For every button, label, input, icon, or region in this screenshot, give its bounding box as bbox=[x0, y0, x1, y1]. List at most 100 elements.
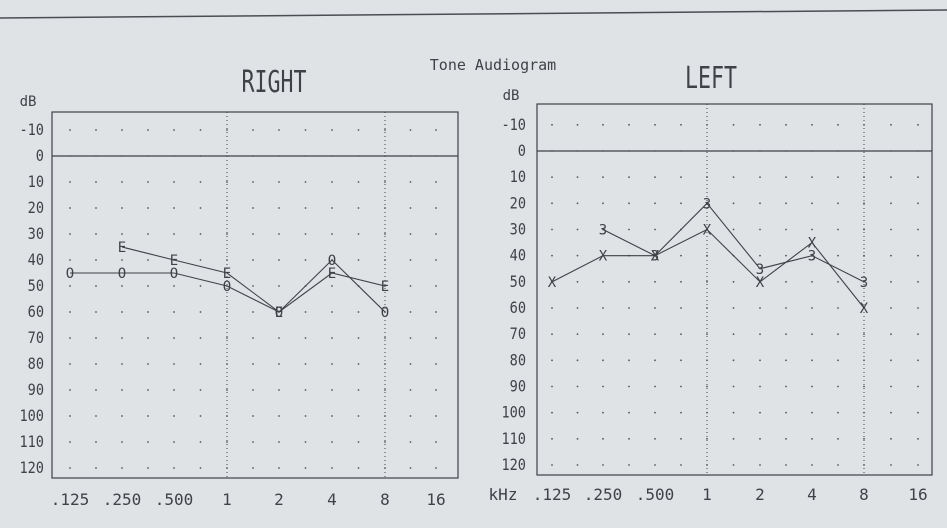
left-grid-dot bbox=[917, 359, 919, 362]
right-data-point-O: O bbox=[170, 266, 178, 282]
right-grid-dot bbox=[95, 233, 97, 235]
left-grid-dot bbox=[759, 254, 761, 257]
left-grid-dot bbox=[654, 228, 656, 231]
right-grid-dot bbox=[409, 441, 412, 443]
right-grid-dot bbox=[147, 233, 149, 235]
right-grid-dot bbox=[304, 233, 307, 235]
right-grid-dot bbox=[95, 181, 97, 183]
left-data-point-X: X bbox=[703, 223, 712, 239]
left-grid-dot bbox=[811, 280, 813, 283]
right-grid-dot bbox=[173, 467, 175, 469]
left-grid-dot bbox=[551, 411, 553, 414]
left-grid-dot bbox=[706, 437, 708, 440]
right-grid-dot bbox=[409, 285, 412, 287]
right-grid-dot bbox=[121, 155, 123, 157]
right-data-point-E: E bbox=[170, 253, 178, 269]
right-grid-dot bbox=[278, 285, 280, 287]
left-grid-dot bbox=[759, 123, 761, 126]
right-grid-dot bbox=[173, 311, 175, 313]
left-grid-dot bbox=[551, 176, 553, 179]
right-grid-dot bbox=[304, 415, 307, 417]
left-data-point-3: 3 bbox=[599, 223, 607, 239]
left-grid-dot bbox=[890, 123, 892, 126]
right-grid-dot bbox=[357, 311, 360, 313]
right-grid-dot bbox=[357, 337, 360, 339]
left-grid-dot bbox=[706, 464, 708, 466]
left-grid-dot bbox=[863, 411, 865, 414]
right-grid-dot bbox=[69, 259, 71, 261]
left-grid-dot bbox=[732, 280, 735, 283]
left-grid-dot bbox=[732, 437, 735, 440]
right-grid-dot bbox=[435, 259, 437, 261]
left-series-line-X bbox=[551, 228, 865, 309]
left-data-point-3: 3 bbox=[756, 262, 764, 278]
right-y-tick-label: -10 bbox=[19, 121, 44, 139]
left-grid-dot bbox=[863, 333, 865, 336]
left-grid-dot bbox=[706, 411, 708, 414]
left-grid-dot bbox=[811, 202, 813, 205]
left-grid-dot bbox=[785, 150, 787, 152]
left-grid-dot bbox=[837, 307, 839, 309]
left-grid-dot bbox=[759, 333, 761, 336]
left-grid-dot bbox=[785, 228, 787, 231]
right-x-tick-label: .125 bbox=[51, 490, 90, 509]
right-grid-dot bbox=[384, 389, 386, 391]
right-grid-dot bbox=[304, 311, 307, 313]
right-grid-dot bbox=[384, 259, 386, 261]
left-grid-dot bbox=[811, 228, 813, 231]
right-grid-dot bbox=[331, 155, 333, 157]
left-grid-dot bbox=[602, 437, 604, 440]
left-grid-dot bbox=[628, 437, 630, 440]
left-grid-dot bbox=[551, 228, 553, 231]
right-grid-dot bbox=[435, 363, 437, 365]
right-grid-dot bbox=[278, 259, 280, 261]
left-grid-dot bbox=[811, 150, 813, 152]
left-x-tick-label: 16 bbox=[908, 485, 927, 504]
left-grid-dot bbox=[863, 150, 865, 152]
right-grid-dot bbox=[226, 337, 228, 339]
right-grid-dot bbox=[435, 389, 437, 391]
left-grid-dot bbox=[863, 254, 865, 257]
left-grid-dot bbox=[706, 307, 708, 309]
left-grid-dot bbox=[890, 359, 892, 362]
right-grid-dot bbox=[435, 415, 437, 417]
right-grid-dot bbox=[331, 285, 333, 287]
right-grid-dot bbox=[69, 467, 71, 469]
right-grid-dot bbox=[409, 233, 412, 235]
right-y-tick-label: 10 bbox=[28, 173, 44, 191]
right-grid-dot bbox=[147, 155, 149, 157]
left-data-point-X: X bbox=[599, 249, 608, 265]
left-grid-dot bbox=[785, 307, 787, 309]
right-x-tick-label: 1 bbox=[222, 490, 232, 509]
left-y-tick-label: 40 bbox=[510, 247, 526, 265]
left-grid-dot bbox=[602, 464, 604, 466]
right-grid-dot bbox=[121, 181, 123, 183]
left-grid-dot bbox=[706, 176, 708, 179]
left-grid-dot bbox=[602, 385, 604, 388]
right-grid-dot bbox=[121, 389, 123, 391]
right-grid-dot bbox=[95, 337, 97, 339]
left-grid-dot bbox=[811, 333, 813, 336]
left-grid-dot bbox=[628, 123, 630, 126]
right-grid-dot bbox=[147, 389, 149, 391]
left-grid-dot bbox=[837, 333, 839, 336]
right-grid-dot bbox=[199, 233, 202, 235]
right-grid-dot bbox=[384, 363, 386, 365]
right-grid-dot bbox=[121, 259, 123, 261]
right-x-tick-label: 2 bbox=[274, 490, 284, 509]
left-grid-dot bbox=[706, 150, 708, 152]
right-series-line-O bbox=[70, 259, 386, 313]
left-grid-dot bbox=[680, 176, 682, 179]
left-grid-dot bbox=[680, 150, 682, 152]
left-grid-dot bbox=[680, 123, 682, 126]
right-grid-dot bbox=[173, 233, 175, 235]
right-grid-dot bbox=[435, 129, 437, 131]
left-grid-dot bbox=[732, 307, 735, 309]
right-grid-dot bbox=[278, 181, 280, 183]
right-grid-dot bbox=[384, 129, 386, 131]
left-grid-dot bbox=[917, 385, 919, 388]
right-grid-dot bbox=[252, 363, 254, 365]
right-data-point-O: O bbox=[66, 266, 74, 282]
right-grid-dot bbox=[252, 337, 254, 339]
